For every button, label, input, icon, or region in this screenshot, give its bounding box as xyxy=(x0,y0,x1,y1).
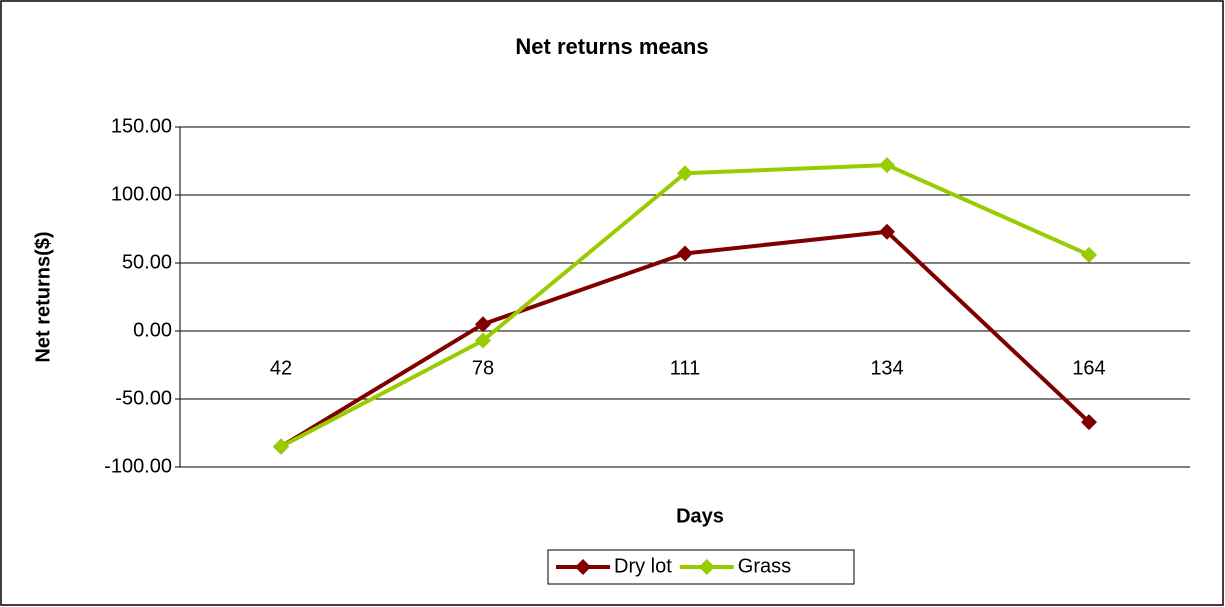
data-point xyxy=(273,438,289,455)
x-tick-label: 164 xyxy=(1072,357,1105,379)
x-axis-title: Days xyxy=(676,505,724,527)
data-point xyxy=(879,223,895,240)
chart-title: Net returns means xyxy=(515,34,708,59)
data-point xyxy=(677,165,693,182)
data-point xyxy=(475,316,491,333)
data-point xyxy=(1081,414,1097,431)
x-tick-label: 42 xyxy=(270,357,292,379)
legend-marker xyxy=(698,559,715,575)
data-point xyxy=(475,332,491,349)
legend-marker xyxy=(575,559,591,575)
legend-label: Dry lot xyxy=(614,555,672,577)
data-point xyxy=(879,157,895,174)
data-point xyxy=(677,245,693,262)
y-axis-title: Net returns($) xyxy=(32,231,54,362)
y-tick-label: 150.00 xyxy=(111,115,172,137)
y-tick-label: 100.00 xyxy=(111,183,172,205)
y-tick-label: -50.00 xyxy=(115,387,172,409)
y-tick-label: 50.00 xyxy=(122,251,172,273)
x-tick-label: 111 xyxy=(670,357,700,379)
y-tick-label: -100.00 xyxy=(104,455,172,477)
legend-label: Grass xyxy=(738,555,791,577)
x-tick-label: 134 xyxy=(870,357,903,379)
y-tick-label: 0.00 xyxy=(133,319,172,341)
x-tick-label: 78 xyxy=(472,357,494,379)
data-point xyxy=(1081,246,1097,263)
